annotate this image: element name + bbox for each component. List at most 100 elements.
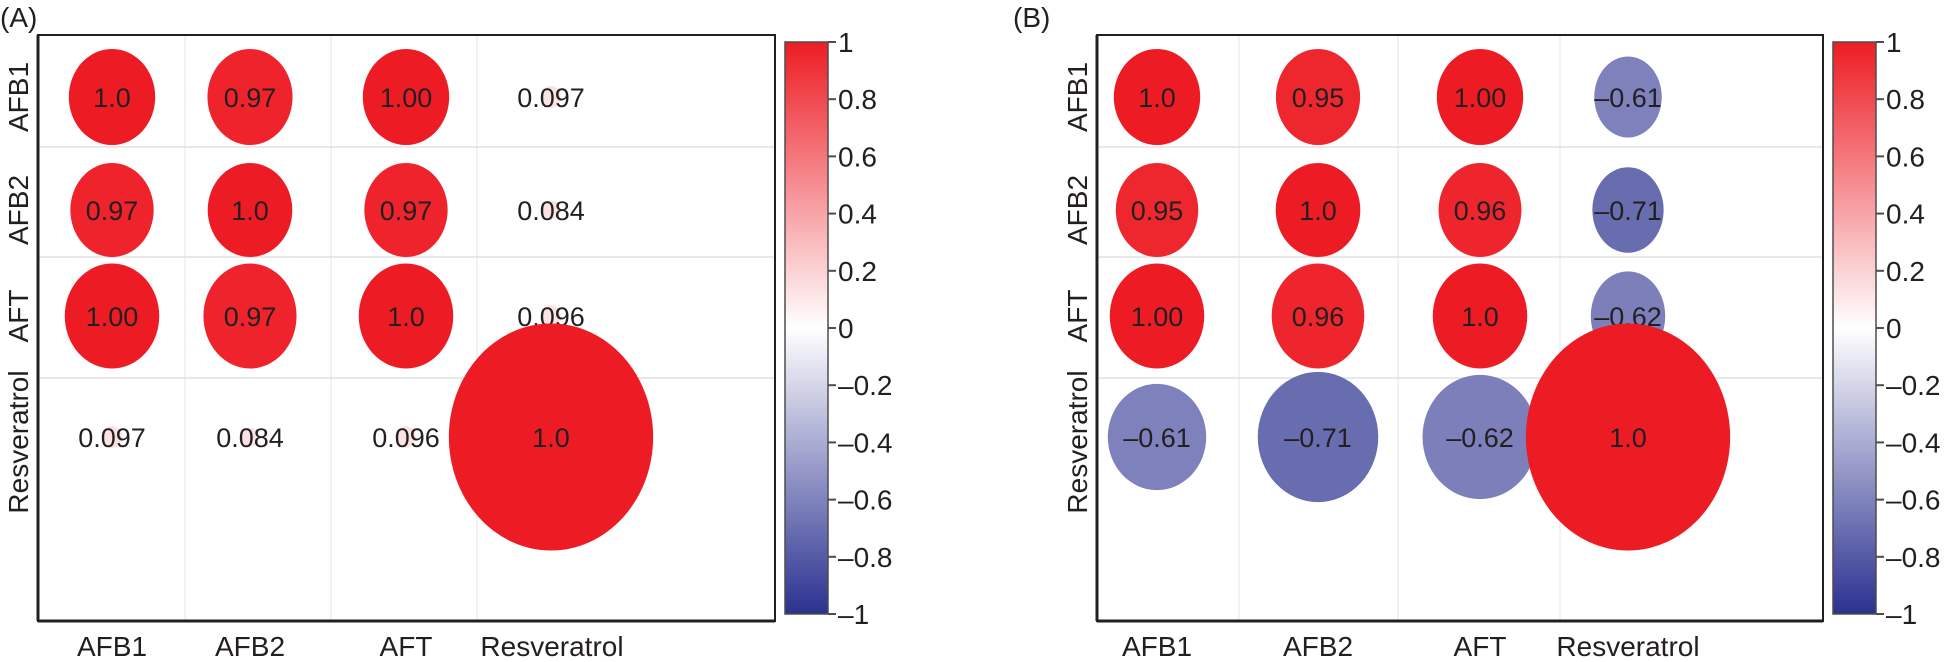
correlation-circle <box>1113 49 1201 145</box>
colorbar-tick-label: 0.8 <box>1886 84 1925 115</box>
cell-value-label: 1.00 <box>86 302 139 332</box>
cell-value-label: 1.0 <box>1461 302 1499 332</box>
cell-value-label: 1.0 <box>231 196 269 226</box>
cell-value-label: 1.0 <box>532 423 570 453</box>
colorbar-tick-label: –0.8 <box>838 542 893 573</box>
y-tick-label: AFB2 <box>1062 175 1093 245</box>
colorbar-tick-label: 0.6 <box>838 141 877 172</box>
y-tick-label: Resveratrol <box>1062 370 1093 513</box>
x-tick-label: Resveratrol <box>1556 631 1699 662</box>
correlation-circle <box>362 49 450 145</box>
colorbar-tick-label: 0.4 <box>838 199 877 230</box>
colorbar-tick-label: 0.8 <box>838 84 877 115</box>
panel-label: (A) <box>0 2 37 33</box>
colorbar <box>1832 41 1877 615</box>
cell-value-label: 1.0 <box>1138 83 1176 113</box>
correlation-circle <box>241 427 259 447</box>
correlation-circle <box>70 163 154 257</box>
cell-value-label: 0.097 <box>78 423 146 453</box>
cell-value-label: 1.00 <box>1131 302 1184 332</box>
cell-value-label: –0.61 <box>1594 83 1662 113</box>
cell-value-label: 0.96 <box>1454 196 1507 226</box>
cell-value-label: 1.00 <box>380 83 433 113</box>
colorbar-tick-label: –0.2 <box>1886 370 1941 401</box>
cell-value-label: –0.62 <box>1446 423 1514 453</box>
cell-value-label: 1.0 <box>1299 196 1337 226</box>
cell-value-label: 0.097 <box>517 83 585 113</box>
correlation-circle <box>542 200 560 220</box>
cell-value-label: 0.084 <box>517 196 585 226</box>
x-tick-label: Resveratrol <box>480 631 623 662</box>
correlation-circle <box>448 323 654 551</box>
panel-b: (B)1.0 0.95 1.00 –0.610.95 1.0 0.96 –0.711.00 0… <box>1013 2 1941 662</box>
y-tick-label: AFB1 <box>3 62 34 132</box>
cell-value-label: 0.95 <box>1131 196 1184 226</box>
x-tick-label: AFT <box>1454 631 1507 662</box>
cell-value-label: 0.97 <box>224 83 277 113</box>
correlation-circle <box>64 263 160 369</box>
correlation-circle <box>1109 263 1205 369</box>
correlation-circle <box>1257 371 1379 503</box>
colorbar-tick-label: –0.6 <box>1886 485 1941 516</box>
correlation-circle <box>1271 263 1365 369</box>
cell-value-label: –0.71 <box>1594 196 1662 226</box>
cell-value-label: 0.97 <box>380 196 433 226</box>
colorbar <box>784 41 829 615</box>
colorbar-tick-label: 0.2 <box>838 256 877 287</box>
y-tick-label: Resveratrol <box>3 370 34 513</box>
cell-value-label: 0.97 <box>86 196 139 226</box>
colorbar-tick-label: 0 <box>838 313 854 344</box>
panel-label: (B) <box>1013 2 1050 33</box>
cell-value-label: –0.71 <box>1284 423 1352 453</box>
cell-value-label: 0.97 <box>224 302 277 332</box>
colorbar-tick-label: 0.6 <box>1886 141 1925 172</box>
colorbar-tick-label: 0 <box>1886 313 1902 344</box>
colorbar-tick-label: –0.4 <box>838 427 893 458</box>
correlation-circle <box>207 163 293 257</box>
correlation-circle <box>1592 167 1664 253</box>
colorbar-tick-label: –1 <box>838 599 869 630</box>
correlation-circle <box>102 426 122 448</box>
correlation-circle <box>1594 56 1662 138</box>
colorbar-tick-label: –0.8 <box>1886 542 1941 573</box>
y-tick-label: AFT <box>1062 290 1093 343</box>
correlation-circle <box>1115 163 1199 257</box>
x-tick-label: AFB2 <box>215 631 285 662</box>
colorbar-tick-label: 1 <box>1886 27 1902 58</box>
cell-value-label: 0.96 <box>1292 302 1345 332</box>
correlation-circle <box>1275 49 1361 145</box>
correlation-circle <box>1107 383 1207 491</box>
y-tick-label: AFB1 <box>1062 62 1093 132</box>
colorbar-tick-label: –1 <box>1886 599 1917 630</box>
correlation-circle <box>203 263 297 369</box>
correlation-circle <box>364 163 448 257</box>
colorbar-tick-label: 0.4 <box>1886 199 1925 230</box>
correlation-circle <box>358 263 454 369</box>
correlation-circle <box>541 305 561 327</box>
cell-value-label: 1.0 <box>387 302 425 332</box>
colorbar-tick-label: 0.2 <box>1886 256 1925 287</box>
correlation-circle <box>1436 49 1524 145</box>
y-tick-label: AFT <box>3 290 34 343</box>
correlation-circle <box>1432 263 1528 369</box>
correlation-circle <box>396 426 416 448</box>
y-tick-label: AFB2 <box>3 175 34 245</box>
correlation-circle <box>1438 163 1522 257</box>
correlation-circle <box>1275 163 1361 257</box>
cell-value-label: 0.084 <box>216 423 284 453</box>
x-tick-label: AFB1 <box>77 631 147 662</box>
colorbar-tick-label: 1 <box>838 27 854 58</box>
correlation-circle <box>1525 323 1731 551</box>
cell-value-label: 0.096 <box>372 423 440 453</box>
colorbar-tick-label: –0.6 <box>838 485 893 516</box>
cell-value-label: –0.61 <box>1123 423 1191 453</box>
correlation-circle <box>1422 374 1538 500</box>
correlation-circle <box>541 86 561 108</box>
x-tick-label: AFB2 <box>1283 631 1353 662</box>
cell-value-label: 1.00 <box>1454 83 1507 113</box>
cell-value-label: 1.0 <box>1609 423 1647 453</box>
correlation-circle <box>207 49 293 145</box>
colorbar-tick-label: –0.2 <box>838 370 893 401</box>
